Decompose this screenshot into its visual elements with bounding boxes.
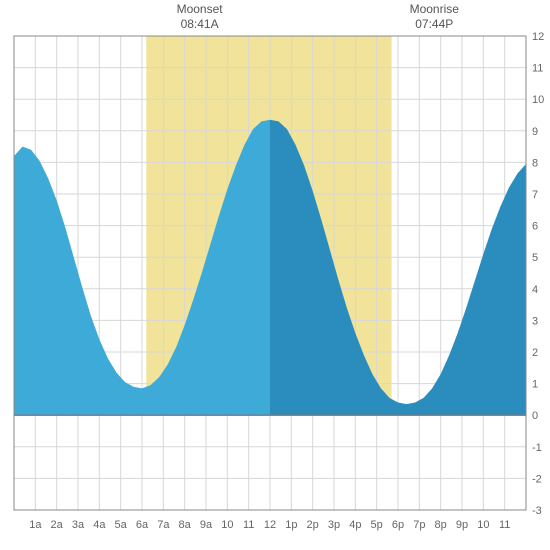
y-tick-label: 3 (532, 315, 538, 327)
x-tick-label: 4a (93, 519, 106, 531)
x-tick-label: 1p (285, 519, 297, 531)
annotation-time: 08:41A (160, 17, 240, 32)
x-tick-label: 9a (200, 519, 213, 531)
x-tick-label: 5p (371, 519, 383, 531)
y-tick-label: -3 (532, 505, 542, 517)
x-tick-label: 12 (264, 519, 276, 531)
annotation-title: Moonrise (394, 2, 474, 17)
y-tick-label: 6 (532, 221, 538, 233)
y-tick-label: 11 (532, 63, 543, 75)
y-tick-label: 4 (532, 284, 538, 296)
y-tick-label: 1 (532, 379, 538, 391)
x-tick-label: 3p (328, 519, 340, 531)
x-tick-label: 8a (179, 519, 192, 531)
y-tick-label: 9 (532, 126, 538, 138)
annotation-moonset: Moonset08:41A (160, 2, 240, 32)
y-tick-label: 8 (532, 157, 538, 169)
x-tick-label: 7a (157, 519, 170, 531)
x-tick-label: 6a (136, 519, 149, 531)
y-tick-label: 10 (532, 94, 544, 106)
tide-chart: -3-2-101234567891011121a2a3a4a5a6a7a8a9a… (0, 0, 550, 550)
annotation-moonrise: Moonrise07:44P (394, 2, 474, 32)
x-tick-label: 2a (51, 519, 64, 531)
x-tick-label: 7p (413, 519, 425, 531)
y-tick-label: -1 (532, 442, 542, 454)
y-tick-label: 2 (532, 347, 538, 359)
annotation-time: 07:44P (394, 17, 474, 32)
x-tick-label: 11 (243, 519, 254, 531)
x-tick-label: 10 (221, 519, 233, 531)
x-tick-label: 3a (72, 519, 85, 531)
x-tick-label: 1a (29, 519, 42, 531)
x-tick-label: 5a (115, 519, 128, 531)
y-tick-label: 12 (532, 31, 544, 43)
annotation-title: Moonset (160, 2, 240, 17)
x-axis-labels: 1a 2a 3a 4a 5a 6a 7a 8a 9a 10 11 12 1p 2p 3p 4p 5p 6p 7p 8p… (29, 519, 510, 531)
x-tick-label: 2p (307, 519, 319, 531)
x-tick-label: 6p (392, 519, 404, 531)
tide-chart-container: -3-2-101234567891011121a2a3a4a5a6a7a8a9a… (0, 0, 550, 550)
y-tick-label: 5 (532, 252, 538, 264)
x-tick-label: 4p (349, 519, 361, 531)
x-tick-label: 9p (456, 519, 468, 531)
x-tick-label: 8p (435, 519, 447, 531)
y-tick-label: 7 (532, 189, 538, 201)
y-tick-label: -2 (532, 473, 542, 485)
x-tick-label: 11 (499, 519, 510, 531)
y-tick-label: 0 (532, 410, 538, 422)
x-tick-label: 10 (477, 519, 489, 531)
